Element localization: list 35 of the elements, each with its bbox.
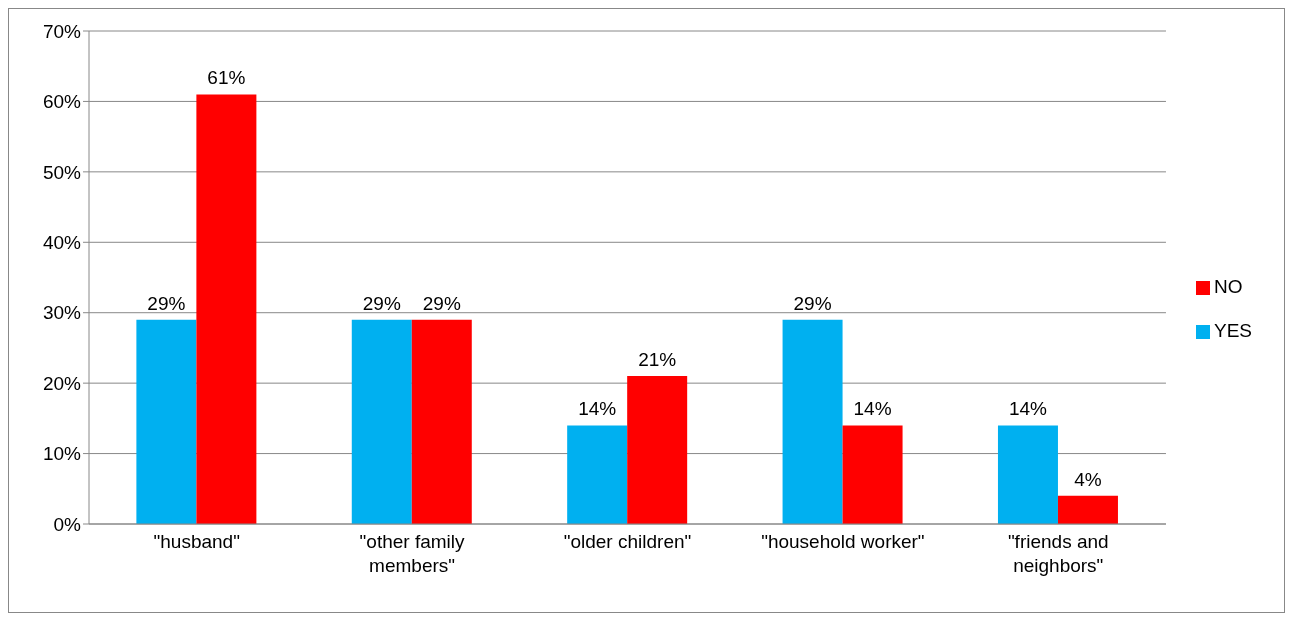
x-tick-label: "household worker" [761, 531, 925, 552]
data-label: 29% [793, 292, 832, 314]
y-tick-label: 40% [42, 232, 82, 254]
data-label: 61% [207, 67, 246, 89]
y-tick-label: 0% [53, 513, 82, 535]
data-label: 29% [362, 292, 401, 314]
bar [351, 319, 412, 524]
data-label: 14% [853, 398, 892, 420]
y-tick-label: 10% [42, 443, 82, 465]
x-tick-label: "husband" [153, 531, 240, 552]
bar [842, 425, 903, 524]
x-tick-label: "older children" [563, 531, 692, 552]
y-tick-label: 30% [42, 302, 82, 324]
y-tick-label: 50% [42, 161, 82, 183]
x-tick-label: "friends and neighbors" [1007, 531, 1109, 576]
data-label: 14% [1008, 398, 1048, 420]
data-label: 21% [638, 349, 677, 371]
legend-label: NO [1213, 276, 1243, 297]
bar [196, 94, 257, 524]
y-tick-label: 60% [42, 91, 82, 113]
bar [997, 425, 1058, 524]
x-tick-label: "other family members" [359, 531, 466, 576]
legend-label: YES [1213, 320, 1252, 341]
y-tick-label: 70% [42, 20, 82, 42]
bar [136, 319, 197, 524]
data-label: 14% [578, 398, 617, 420]
bar [627, 376, 688, 524]
data-label: 4% [1074, 468, 1102, 490]
bar [1057, 495, 1118, 524]
data-label: 29% [147, 292, 186, 314]
bar [567, 425, 628, 524]
bar [411, 319, 472, 524]
y-tick-label: 20% [42, 372, 82, 394]
data-label: 29% [422, 292, 461, 314]
bar [782, 319, 843, 524]
